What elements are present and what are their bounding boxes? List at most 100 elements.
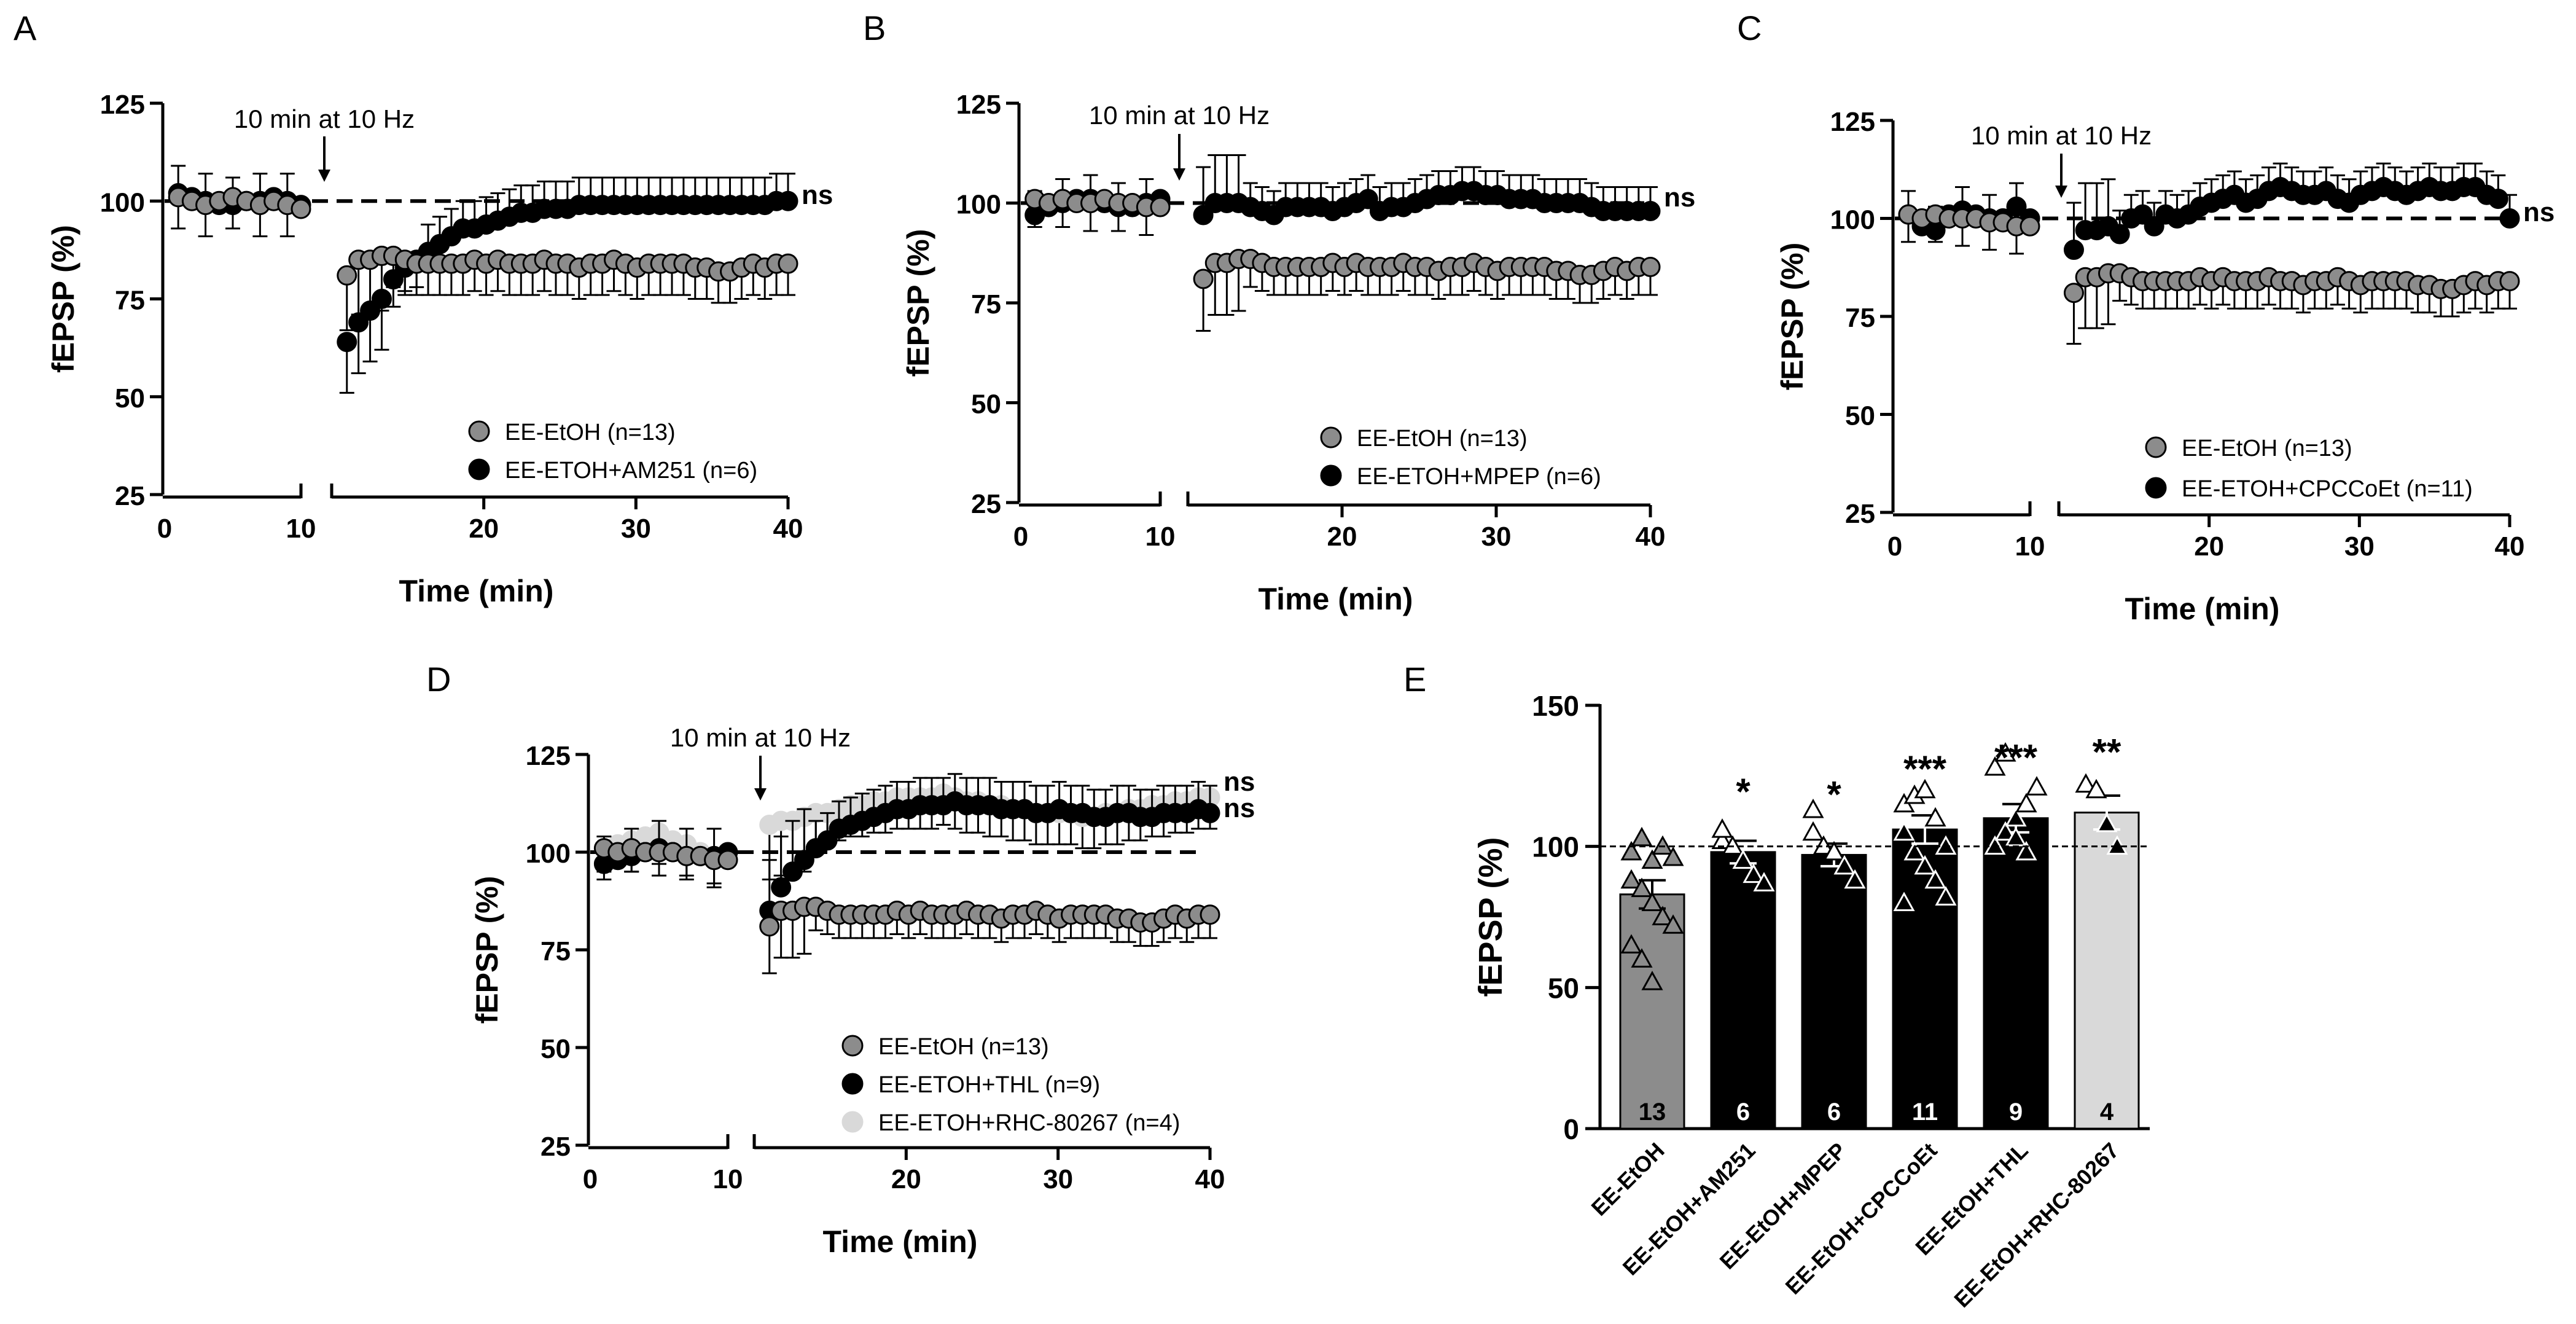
y-tick-label: 25 — [115, 481, 145, 511]
legend-marker — [841, 1111, 864, 1133]
data-point — [2488, 189, 2508, 210]
data-point — [1150, 197, 1171, 217]
y-axis-title: fEPSP (%) — [901, 229, 935, 377]
series-0 — [168, 187, 798, 331]
y-tick-label: 100 — [100, 187, 145, 217]
data-point — [2499, 271, 2520, 292]
legend-label: EE-ETOH+AM251 (n=6) — [505, 458, 757, 484]
x-tick-label: 20 — [469, 514, 499, 544]
x-axis-title: Time (min) — [1259, 582, 1413, 616]
individual-point — [1662, 846, 1684, 866]
data-point — [337, 265, 357, 286]
series-0 — [1025, 189, 1661, 332]
data-point — [291, 198, 311, 219]
individual-point — [1711, 818, 1733, 838]
y-tick-label: 150 — [1532, 690, 1579, 722]
individual-point — [1641, 971, 1663, 990]
y-tick-label: 50 — [1845, 401, 1875, 431]
individual-point — [2015, 840, 2037, 861]
stimulation-arrow-head — [2055, 186, 2067, 198]
data-point — [2109, 224, 2130, 245]
individual-point — [1893, 821, 1915, 841]
individual-point — [1903, 840, 1926, 861]
individual-point — [1662, 914, 1684, 934]
x-tick-label: 20 — [2194, 531, 2224, 562]
x-tick-label: 10 — [2015, 531, 2045, 562]
legend-marker — [841, 1073, 864, 1095]
bar — [1801, 853, 1867, 1130]
bar — [1983, 817, 2049, 1130]
individual-point — [1620, 840, 1642, 861]
individual-point — [1914, 855, 1936, 875]
x-axis-title: Time (min) — [823, 1224, 978, 1259]
data-point — [2063, 283, 2084, 304]
bar — [2074, 812, 2140, 1130]
individual-point — [1935, 886, 1957, 906]
individual-point — [1711, 829, 1733, 849]
panel-label-d: D — [426, 660, 451, 699]
y-tick-label: 125 — [1830, 107, 1875, 137]
data-point — [759, 916, 780, 937]
legend-marker — [1320, 426, 1342, 449]
y-tick-label: 100 — [1830, 205, 1875, 235]
legend-label: EE-ETOH+CPCCoEt (n=11) — [2182, 476, 2473, 502]
stimulation-annotation: 10 min at 10 Hz — [670, 723, 851, 752]
y-tick-label: 50 — [115, 383, 145, 413]
y-axis-title: fEPSP (%) — [46, 225, 80, 373]
y-tick-label: 50 — [1548, 972, 1579, 1004]
legend-label: EE-EtOH (n=13) — [878, 1034, 1049, 1060]
chart-panel-d: 25 50 75 100 125 0 10 20 30 40 Time (min) fEPSP (%)… — [470, 723, 1255, 1259]
individual-point — [1994, 742, 2016, 762]
significance-stars: *** — [1994, 737, 2038, 778]
legend-marker — [1320, 464, 1342, 487]
legend-label: EE-EtOH (n=13) — [505, 420, 676, 445]
panel-label-a: A — [14, 9, 37, 47]
data-point — [1640, 201, 1661, 221]
category-label: EE-EtOH — [1587, 1138, 1669, 1221]
x-tick-label: 0 — [1013, 522, 1028, 552]
x-axis-title: Time (min) — [2125, 592, 2280, 626]
y-tick-label: 125 — [526, 741, 571, 771]
x-tick-label: 40 — [2495, 531, 2525, 562]
series-1 — [168, 165, 798, 394]
y-axis-title: fEPSP (%) — [470, 876, 504, 1024]
panel-labels: A B C D E — [14, 9, 1762, 699]
individual-point — [1753, 872, 1775, 891]
individual-point — [2005, 807, 2027, 827]
data-point — [1200, 904, 1220, 925]
individual-point — [2075, 773, 2097, 793]
individual-point — [2085, 778, 2107, 799]
stimulation-arrow-head — [1173, 168, 1185, 181]
y-tick-label: 75 — [1845, 303, 1875, 333]
data-point — [778, 253, 798, 274]
x-tick-label: 0 — [583, 1164, 598, 1194]
x-tick-label: 0 — [1887, 531, 1902, 562]
legend-marker — [468, 420, 490, 442]
individual-point — [1844, 869, 1866, 889]
data-point — [1357, 189, 1378, 210]
n-label: 6 — [1736, 1099, 1750, 1126]
legend-marker — [841, 1035, 864, 1057]
significance-stars: ** — [2093, 732, 2121, 773]
legend-label: EE-ETOH+RHC-80267 (n=4) — [878, 1110, 1180, 1136]
x-tick-label: 30 — [621, 514, 651, 544]
y-tick-label: 75 — [971, 289, 1001, 319]
n-label: 4 — [2100, 1099, 2114, 1126]
bar — [1710, 851, 1776, 1130]
series-1 — [1025, 154, 1661, 225]
stimulation-annotation: 10 min at 10 Hz — [1971, 121, 2152, 150]
significance-stars: * — [1827, 774, 1841, 815]
data-point — [2020, 216, 2040, 237]
individual-point — [1652, 906, 1674, 925]
legend-label: EE-EtOH (n=13) — [1357, 426, 1528, 452]
x-tick-label: 30 — [1481, 522, 1512, 552]
legend-label: EE-ETOH+THL (n=9) — [878, 1072, 1100, 1098]
panel-label-b: B — [863, 9, 886, 47]
significance-label: ns — [802, 180, 833, 210]
individual-point — [1802, 821, 1824, 841]
chart-panel-b: 25 50 75 100 125 0 10 20 30 40 Time (min) fEPSP (%)… — [901, 90, 1695, 616]
y-tick-label: 0 — [1563, 1113, 1579, 1145]
legend-label: EE-ETOH+MPEP (n=6) — [1357, 464, 1601, 490]
y-tick-label: 25 — [1845, 499, 1875, 529]
